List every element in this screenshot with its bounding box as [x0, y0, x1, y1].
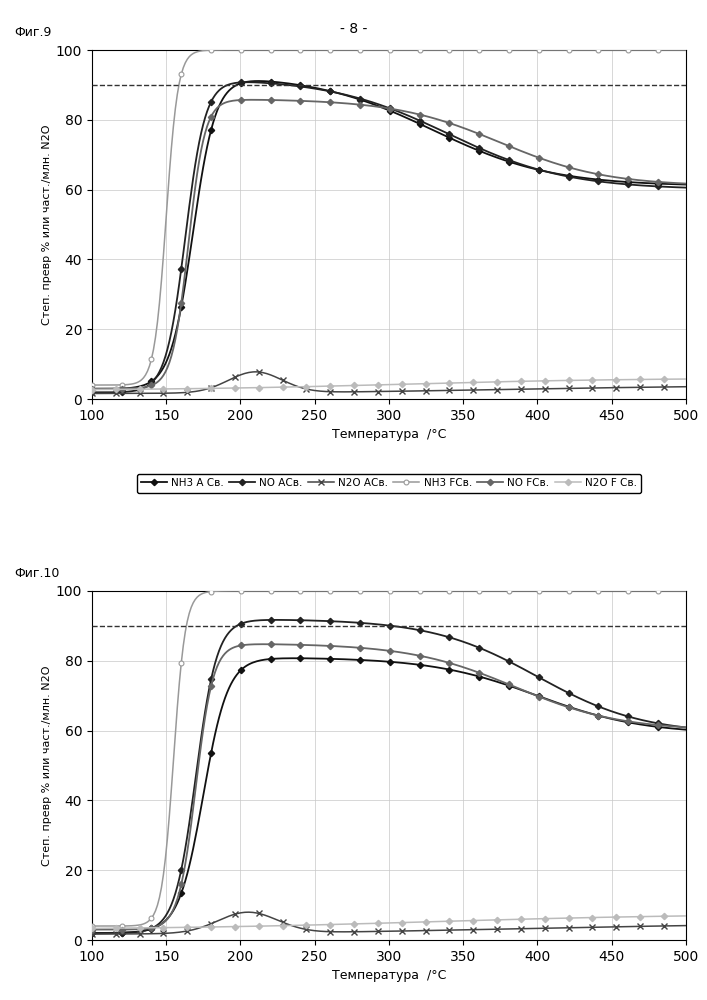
Y-axis label: Степ. превр % или част./млн. N2O: Степ. превр % или част./млн. N2O — [42, 124, 52, 325]
Text: Фиг.10: Фиг.10 — [15, 567, 60, 580]
Legend: NH3 A Св., NO AСв., N2O AСв., NH3 FСв., NO FСв., N2O F Св.: NH3 A Св., NO AСв., N2O AСв., NH3 FСв., … — [136, 474, 641, 493]
X-axis label: Температура  /°C: Температура /°C — [332, 428, 446, 441]
Y-axis label: Степ. превр % или част./млн. N2O: Степ. превр % или част./млн. N2O — [42, 665, 52, 866]
X-axis label: Температура  /°C: Температура /°C — [332, 969, 446, 982]
Text: Фиг.9: Фиг.9 — [15, 26, 52, 39]
Text: - 8 -: - 8 - — [340, 22, 367, 36]
